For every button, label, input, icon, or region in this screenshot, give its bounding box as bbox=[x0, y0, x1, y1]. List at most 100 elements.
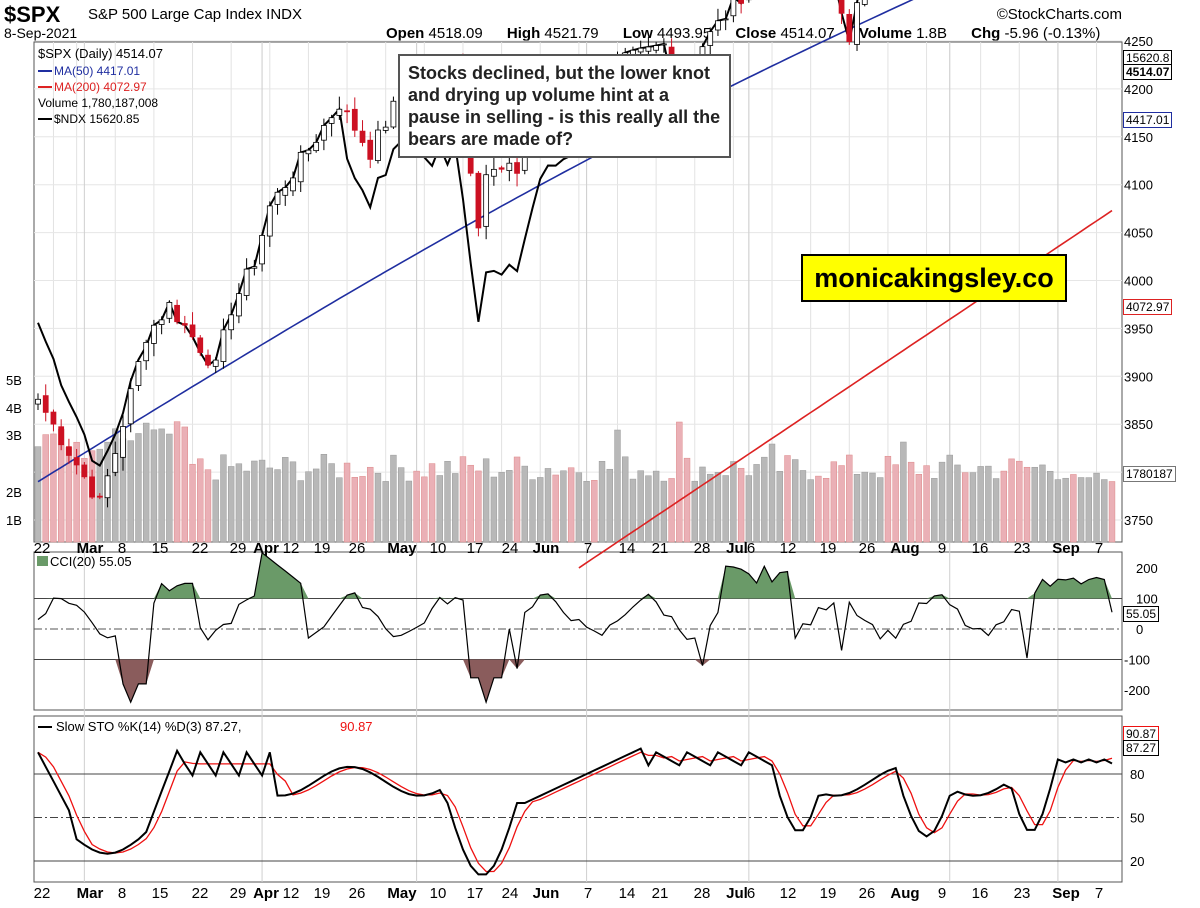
volume-bar bbox=[274, 469, 281, 543]
volume-bar bbox=[266, 467, 273, 543]
date-label: 7 bbox=[584, 885, 592, 902]
volume-bar bbox=[513, 456, 521, 543]
date-label: 6 bbox=[747, 885, 755, 902]
volume-bar bbox=[606, 468, 613, 543]
candle-body bbox=[197, 337, 204, 353]
price-tick-label: 4250 bbox=[1124, 34, 1153, 49]
volume-bar bbox=[853, 474, 861, 543]
annotation-callout: Stocks declined, but the lower knot and … bbox=[398, 54, 731, 158]
volume-bar bbox=[1062, 477, 1069, 543]
legend-volume: Volume 1,780,187,008 bbox=[38, 96, 158, 110]
candle-body bbox=[367, 139, 374, 160]
volume-bar bbox=[915, 474, 923, 543]
candle-body bbox=[212, 359, 219, 367]
candle-body bbox=[251, 266, 258, 269]
cci-legend: CCI(20) 55.05 bbox=[50, 554, 132, 569]
volume-bar bbox=[846, 454, 853, 543]
date-label: 12 bbox=[780, 885, 797, 902]
volume-tick-label: 1B bbox=[6, 513, 22, 528]
price-tick-label: 3850 bbox=[1124, 417, 1153, 432]
date-label: 29 bbox=[230, 885, 247, 902]
date-label: 17 bbox=[467, 540, 484, 557]
date-label: 7 bbox=[584, 540, 592, 557]
volume-bar bbox=[413, 470, 420, 543]
close-label: Close bbox=[735, 25, 777, 42]
volume-bar bbox=[421, 476, 428, 543]
candle-body bbox=[50, 411, 57, 425]
candle-body bbox=[336, 108, 343, 116]
volume-bar bbox=[861, 471, 868, 543]
date-label: 9 bbox=[938, 885, 946, 902]
volume-bar bbox=[452, 473, 459, 543]
date-label: 14 bbox=[619, 885, 636, 902]
ohlc-bar: Open 4518.09 High 4521.79 Low 4493.95 Cl… bbox=[386, 25, 1120, 42]
open-label: Open bbox=[386, 25, 425, 42]
date-label: May bbox=[387, 885, 417, 902]
volume-bar bbox=[1008, 458, 1015, 543]
date-label: 16 bbox=[972, 885, 989, 902]
volume-bar bbox=[289, 461, 297, 543]
date-label: 21 bbox=[652, 540, 669, 557]
sto-legend-d: 90.87 bbox=[340, 719, 373, 734]
volume-bar bbox=[444, 461, 451, 543]
date-label: 15 bbox=[152, 885, 169, 902]
volume-bar bbox=[907, 461, 915, 543]
candle-body bbox=[846, 13, 853, 42]
volume-bar bbox=[792, 459, 799, 543]
volume-bar bbox=[567, 467, 575, 543]
volume-bar bbox=[50, 433, 57, 543]
price-tick-label: 4150 bbox=[1124, 130, 1153, 145]
volume-bar bbox=[745, 475, 753, 543]
volume-bar bbox=[204, 469, 212, 543]
candle-body bbox=[290, 177, 296, 192]
date-label: Jun bbox=[533, 885, 560, 902]
volume-bar bbox=[142, 422, 150, 543]
volume-bar bbox=[1031, 466, 1038, 543]
price-legend: $SPX (Daily) 4514.07 MA(50) 4417.01 MA(2… bbox=[38, 46, 163, 126]
candle-body bbox=[645, 46, 652, 52]
volume-tick-label: 4B bbox=[6, 401, 22, 416]
volume-bar bbox=[1070, 474, 1077, 543]
date-label: 12 bbox=[780, 540, 797, 557]
volume-bar bbox=[1085, 477, 1093, 543]
volume-bar bbox=[645, 475, 652, 543]
volume-bar bbox=[877, 477, 884, 543]
date-label: 10 bbox=[430, 885, 447, 902]
volume-bar bbox=[799, 470, 807, 543]
high-value: 4521.79 bbox=[544, 25, 599, 42]
candle-body bbox=[328, 117, 335, 124]
volume-bar bbox=[506, 470, 513, 543]
volume-bar bbox=[992, 478, 1000, 543]
volume-bar bbox=[251, 460, 258, 543]
volume-bar bbox=[158, 428, 165, 543]
volume-bar bbox=[969, 472, 977, 543]
candle-body bbox=[42, 395, 49, 413]
candle-body bbox=[483, 174, 490, 227]
volume-bar bbox=[1108, 481, 1116, 543]
date-label: 16 bbox=[972, 540, 989, 557]
tag-ndx: 15620.8 bbox=[1123, 50, 1173, 66]
date-label: 22 bbox=[34, 885, 51, 902]
date-label: Apr bbox=[253, 540, 279, 557]
date-label: Jul bbox=[726, 540, 748, 557]
date-label: Aug bbox=[890, 540, 919, 557]
volume-tick-label: 5B bbox=[6, 373, 22, 388]
date-label: 28 bbox=[694, 885, 711, 902]
volume-bar bbox=[81, 458, 88, 543]
date-label: 22 bbox=[34, 540, 51, 557]
volume-bar bbox=[34, 446, 42, 543]
volume-bar bbox=[900, 441, 907, 543]
volume-bar bbox=[923, 465, 930, 543]
volume-bar bbox=[946, 454, 953, 543]
volume-bar bbox=[1054, 479, 1062, 543]
source-credit: ©StockCharts.com bbox=[996, 6, 1122, 23]
candle-body bbox=[375, 129, 381, 161]
volume-bar bbox=[614, 429, 621, 543]
volume-bar bbox=[459, 456, 467, 543]
tag-price: 4514.07 bbox=[1123, 64, 1173, 80]
date-label: Aug bbox=[890, 885, 919, 902]
date-label: Jul bbox=[726, 885, 748, 902]
volume-bar bbox=[691, 480, 698, 543]
volume-bar bbox=[405, 480, 413, 543]
date-label: Jun bbox=[533, 540, 560, 557]
